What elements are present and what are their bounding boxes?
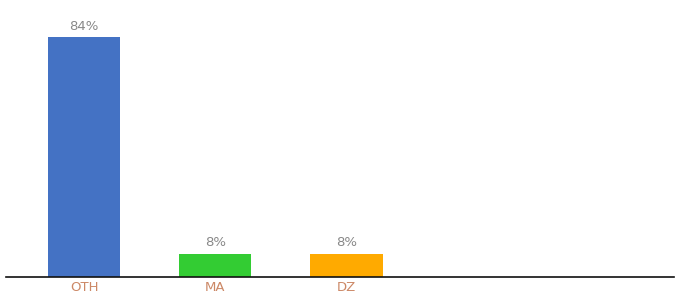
Bar <box>48 37 120 277</box>
Text: 8%: 8% <box>336 236 357 250</box>
Text: 84%: 84% <box>69 20 99 33</box>
Bar <box>311 254 383 277</box>
Bar <box>180 254 252 277</box>
Text: 8%: 8% <box>205 236 226 250</box>
